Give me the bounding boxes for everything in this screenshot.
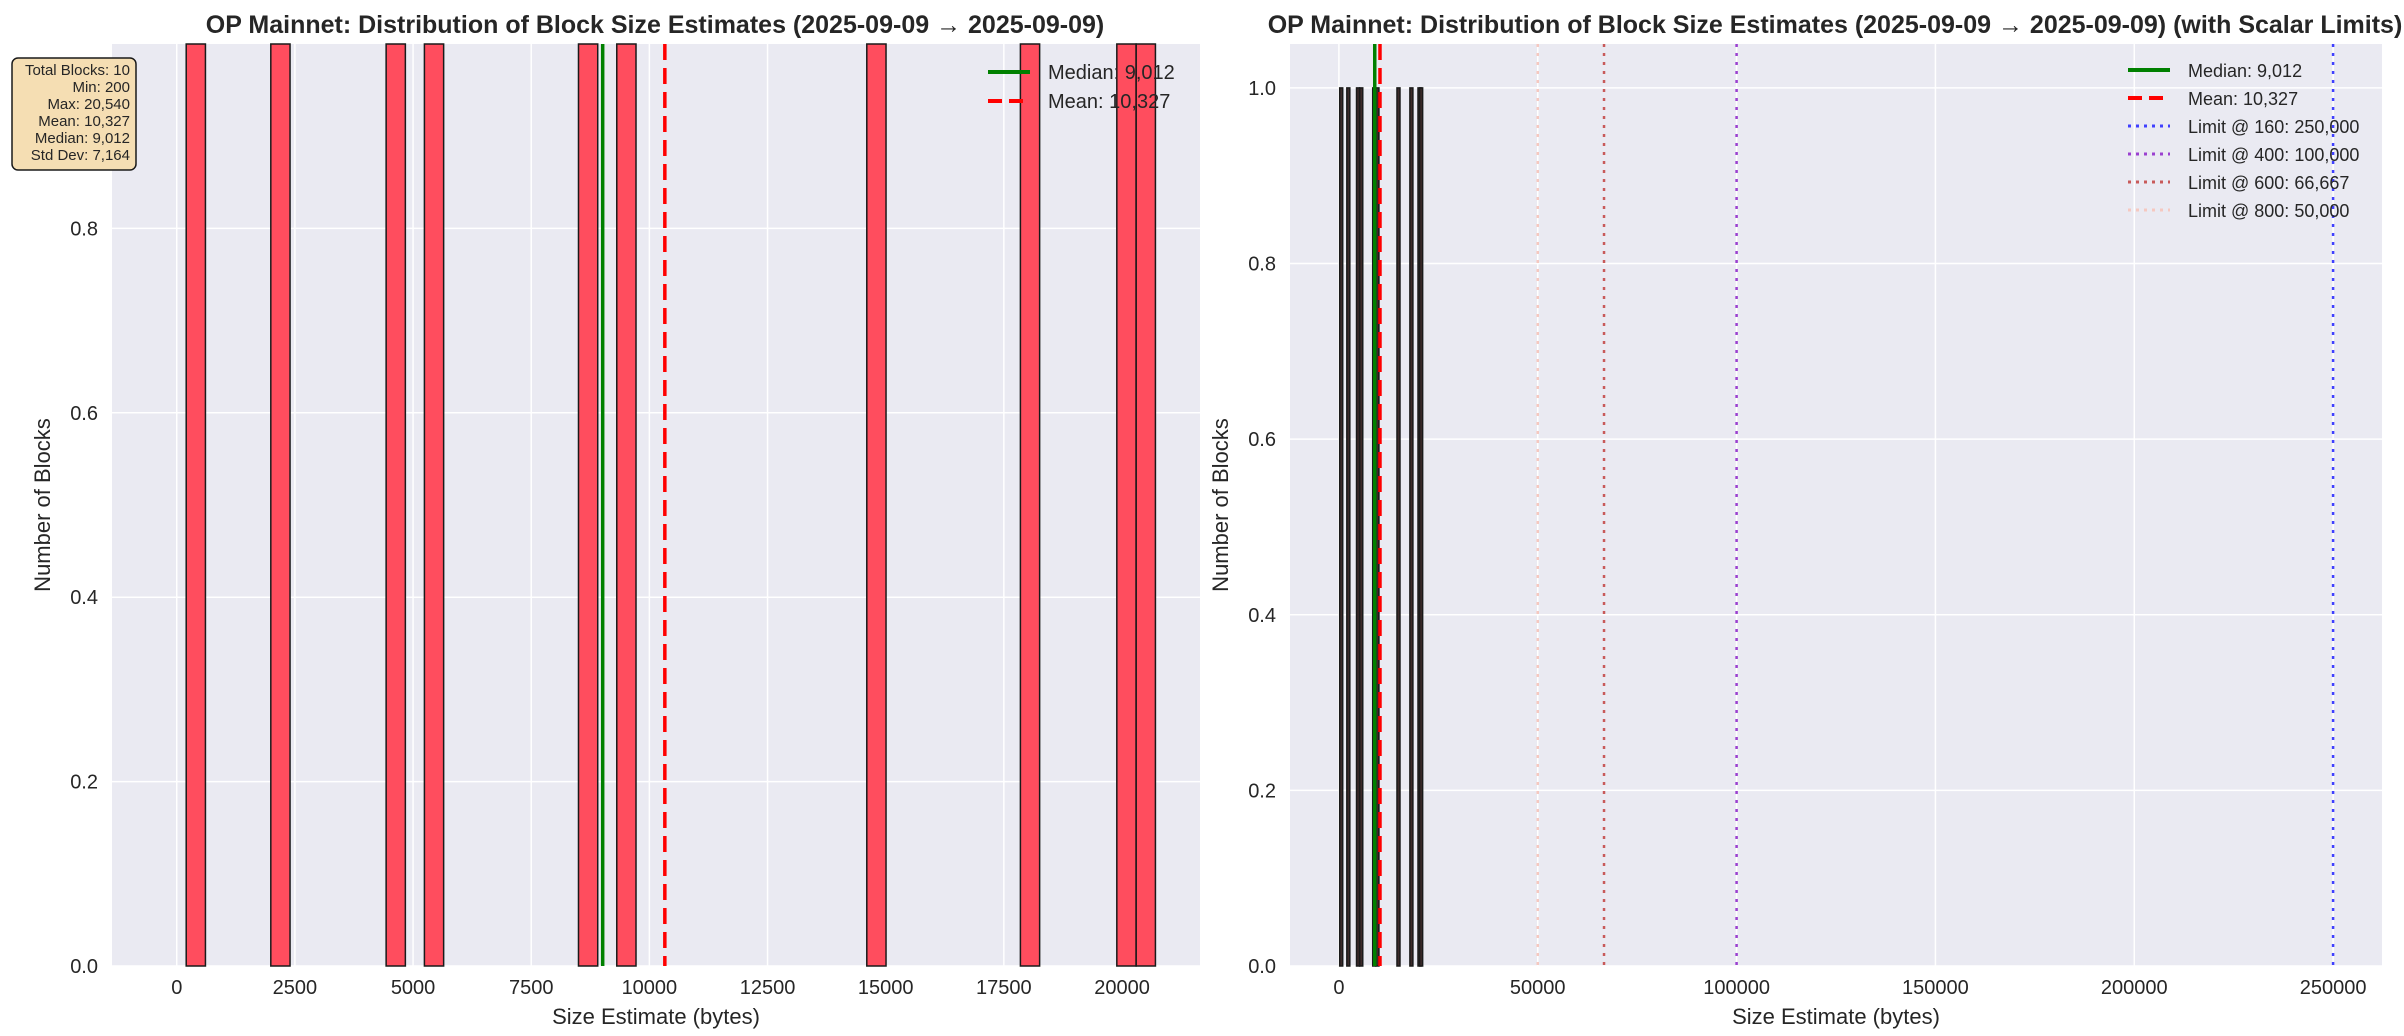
histogram-bar xyxy=(1019,43,1041,967)
x-tick-label: 150000 xyxy=(1902,977,1969,999)
histogram-bar xyxy=(270,43,291,967)
y-tick-label: 0.2 xyxy=(1248,780,1276,802)
stats-line: Min: 200 xyxy=(72,79,130,96)
x-tick-label: 0 xyxy=(1333,977,1344,999)
legend-entry: Median: 9,012 xyxy=(2188,61,2302,81)
histogram-bar xyxy=(577,43,599,967)
x-tick-label: 7500 xyxy=(509,977,554,999)
histogram-bar xyxy=(1409,87,1414,967)
stats-line: Mean: 10,327 xyxy=(38,113,130,130)
chart-panel-1: 0 2500 5000 7500 10000 12500 15000 17500 20000 0.… xyxy=(11,11,1200,1029)
histogram-bar xyxy=(1418,87,1424,967)
histogram-bar xyxy=(1359,87,1364,967)
x-tick-label: 100000 xyxy=(1703,977,1770,999)
x-tick-label: 2500 xyxy=(273,977,318,999)
histogram-bar xyxy=(1135,43,1157,967)
x-tick-label: 50000 xyxy=(1510,977,1566,999)
x-axis-label: Size Estimate (bytes) xyxy=(1732,1004,1940,1029)
legend-entry: Limit @ 800: 50,000 xyxy=(2188,201,2349,221)
chart-title: OP Mainnet: Distribution of Block Size E… xyxy=(206,11,1104,39)
y-tick-label: 0.0 xyxy=(70,956,98,978)
x-tick-label: 15000 xyxy=(858,977,914,999)
legend: Median: 9,012 Mean: 10,327 xyxy=(988,62,1175,113)
histogram-bar xyxy=(1346,87,1351,967)
y-tick-label: 0.2 xyxy=(70,772,98,794)
x-tick-label: 5000 xyxy=(391,977,436,999)
y-tick-label: 0.4 xyxy=(70,587,98,609)
x-tick-label: 200000 xyxy=(2101,977,2168,999)
legend-entry: Limit @ 400: 100,000 xyxy=(2188,145,2359,165)
x-tick-label: 0 xyxy=(171,977,182,999)
x-tick-label: 20000 xyxy=(1094,977,1150,999)
histogram-bar xyxy=(185,43,207,967)
x-tick-label: 250000 xyxy=(2300,977,2367,999)
stats-line: Median: 9,012 xyxy=(35,130,130,147)
y-tick-label: 0.0 xyxy=(1248,956,1276,978)
legend-entry: Limit @ 600: 66,667 xyxy=(2188,173,2349,193)
stats-line: Total Blocks: 10 xyxy=(25,62,130,79)
stats-line: Std Dev: 7,164 xyxy=(31,147,130,164)
chart-title: OP Mainnet: Distribution of Block Size E… xyxy=(1268,11,2403,39)
legend-entry: Mean: 10,327 xyxy=(2188,89,2298,109)
x-tick-label: 17500 xyxy=(976,977,1032,999)
legend-entry: Limit @ 160: 250,000 xyxy=(2188,117,2359,137)
stats-line: Max: 20,540 xyxy=(47,96,130,113)
x-axis-label: Size Estimate (bytes) xyxy=(552,1004,760,1029)
plot-area xyxy=(1290,44,2382,966)
histogram-bar xyxy=(1338,87,1344,967)
y-tick-label: 0.8 xyxy=(70,218,98,240)
histogram-bar xyxy=(866,43,887,967)
histogram-bar xyxy=(1396,87,1401,967)
x-tick-label: 10000 xyxy=(622,977,678,999)
stats-box-frame xyxy=(11,57,137,171)
y-tick-label: 0.8 xyxy=(1248,254,1276,276)
histogram-bar xyxy=(616,43,637,967)
y-tick-label: 0.6 xyxy=(1248,429,1276,451)
y-tick-label: 1.0 xyxy=(1248,78,1276,100)
histogram-bar xyxy=(423,43,445,967)
x-tick-label: 12500 xyxy=(740,977,796,999)
y-tick-label: 0.4 xyxy=(1248,605,1276,627)
histogram-bar xyxy=(385,43,407,967)
legend-entry: Median: 9,012 xyxy=(1048,62,1175,84)
histogram-bar xyxy=(1116,43,1137,967)
legend: Median: 9,012 Mean: 10,327 Limit @ 160: 25… xyxy=(2128,61,2359,221)
chart-panel-2: 0 50000 100000 150000 200000 250000 0.0 0.2 0.4 0… xyxy=(1208,11,2402,1029)
y-axis-label: Number of Blocks xyxy=(1208,418,1233,592)
y-axis-label: Number of Blocks xyxy=(30,418,55,592)
legend-entry: Mean: 10,327 xyxy=(1048,91,1170,113)
plot-area xyxy=(112,44,1200,966)
y-tick-label: 0.6 xyxy=(70,403,98,425)
